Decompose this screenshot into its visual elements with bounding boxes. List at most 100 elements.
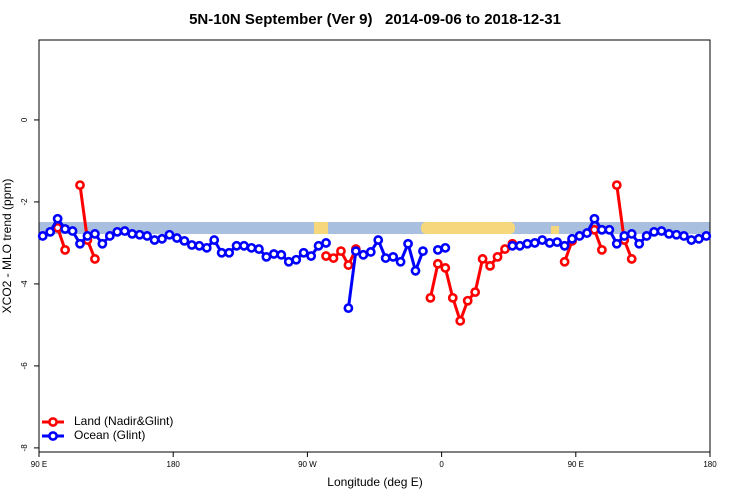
data-point bbox=[60, 224, 70, 234]
data-point bbox=[380, 253, 391, 263]
data-point bbox=[432, 244, 443, 255]
x-tick-label: 180 bbox=[703, 460, 717, 469]
data-point bbox=[142, 231, 153, 241]
y-tick-label: -4 bbox=[20, 280, 29, 288]
data-point bbox=[701, 231, 712, 241]
data-point bbox=[321, 251, 331, 261]
data-point bbox=[403, 238, 413, 249]
data-point bbox=[298, 247, 309, 258]
data-point bbox=[350, 246, 361, 257]
data-point bbox=[194, 240, 205, 251]
data-point bbox=[500, 244, 510, 254]
data-point bbox=[336, 246, 346, 257]
data-point bbox=[432, 258, 443, 269]
data-point bbox=[112, 226, 123, 237]
y-tick-label: 0 bbox=[20, 117, 29, 122]
data-point bbox=[209, 235, 220, 245]
y-tick-label: -2 bbox=[20, 198, 29, 206]
data-point bbox=[418, 246, 428, 257]
data-point bbox=[343, 260, 354, 270]
ocean-band bbox=[39, 222, 710, 234]
data-point bbox=[559, 240, 570, 251]
data-point bbox=[544, 238, 555, 248]
data-point bbox=[485, 260, 495, 271]
data-point bbox=[90, 229, 100, 239]
x-tick-label: 180 bbox=[167, 460, 181, 469]
data-point bbox=[507, 240, 518, 251]
data-point bbox=[470, 287, 481, 298]
data-point bbox=[119, 226, 130, 236]
data-point bbox=[254, 244, 264, 254]
data-point bbox=[291, 254, 302, 265]
land-patch bbox=[314, 222, 328, 234]
data-point bbox=[611, 238, 622, 249]
y-tick-label: -8 bbox=[20, 444, 29, 452]
data-point bbox=[239, 240, 249, 251]
x-axis-label: Longitude (deg E) bbox=[327, 475, 422, 489]
data-point bbox=[179, 235, 190, 246]
data-point bbox=[440, 242, 451, 253]
data-point bbox=[276, 249, 287, 260]
data-point bbox=[462, 295, 473, 306]
data-point bbox=[537, 235, 548, 245]
land-patch bbox=[421, 222, 515, 234]
data-point bbox=[127, 229, 138, 239]
data-point bbox=[149, 235, 160, 245]
data-point bbox=[75, 180, 85, 191]
data-point bbox=[634, 238, 645, 249]
data-point bbox=[328, 253, 339, 263]
data-point bbox=[365, 247, 376, 257]
data-point bbox=[596, 244, 607, 255]
data-point bbox=[425, 292, 436, 303]
data-point bbox=[321, 238, 331, 248]
data-point bbox=[604, 224, 615, 235]
legend-label: Land (Nadir&Glint) bbox=[74, 414, 173, 428]
x-tick-label: 90 E bbox=[31, 460, 47, 469]
data-point bbox=[559, 256, 570, 267]
chart-title: 5N-10N September (Ver 9) 2014-09-06 to 2… bbox=[189, 11, 561, 28]
data-point bbox=[97, 238, 108, 249]
data-point bbox=[373, 235, 384, 245]
land-patch bbox=[551, 226, 559, 234]
data-point bbox=[693, 233, 704, 244]
data-point bbox=[574, 231, 585, 241]
x-tick-label: 90 E bbox=[568, 460, 584, 469]
y-axis-label: XCO2 - MLO trend (ppm) bbox=[0, 179, 14, 314]
data-point bbox=[611, 180, 622, 191]
data-point bbox=[283, 256, 294, 267]
data-point bbox=[60, 244, 70, 255]
data-point bbox=[82, 231, 93, 241]
data-point bbox=[45, 226, 56, 237]
data-point bbox=[589, 224, 600, 235]
data-point bbox=[440, 263, 451, 273]
data-point bbox=[477, 254, 488, 264]
x-tick-label: 90 W bbox=[298, 460, 317, 469]
data-point bbox=[201, 242, 212, 253]
data-point bbox=[686, 235, 697, 245]
data-point bbox=[37, 231, 48, 241]
data-point bbox=[186, 240, 197, 250]
data-point bbox=[75, 238, 85, 249]
data-point bbox=[671, 229, 682, 240]
data-point bbox=[410, 265, 421, 276]
data-point bbox=[231, 240, 242, 251]
data-point bbox=[589, 213, 600, 224]
data-point bbox=[90, 254, 100, 264]
x-tick-label: 0 bbox=[439, 460, 444, 469]
data-point bbox=[164, 229, 175, 240]
data-point bbox=[104, 231, 115, 241]
data-point bbox=[492, 251, 503, 262]
data-point bbox=[447, 292, 458, 303]
y-tick-label: -6 bbox=[20, 362, 29, 370]
data-point bbox=[157, 233, 167, 244]
data-point bbox=[514, 240, 525, 251]
data-point bbox=[313, 240, 324, 251]
data-point bbox=[656, 226, 667, 236]
legend-marker bbox=[48, 431, 58, 441]
data-point bbox=[246, 242, 257, 253]
data-point bbox=[529, 238, 540, 248]
data-point bbox=[455, 315, 466, 326]
data-point bbox=[664, 229, 674, 239]
